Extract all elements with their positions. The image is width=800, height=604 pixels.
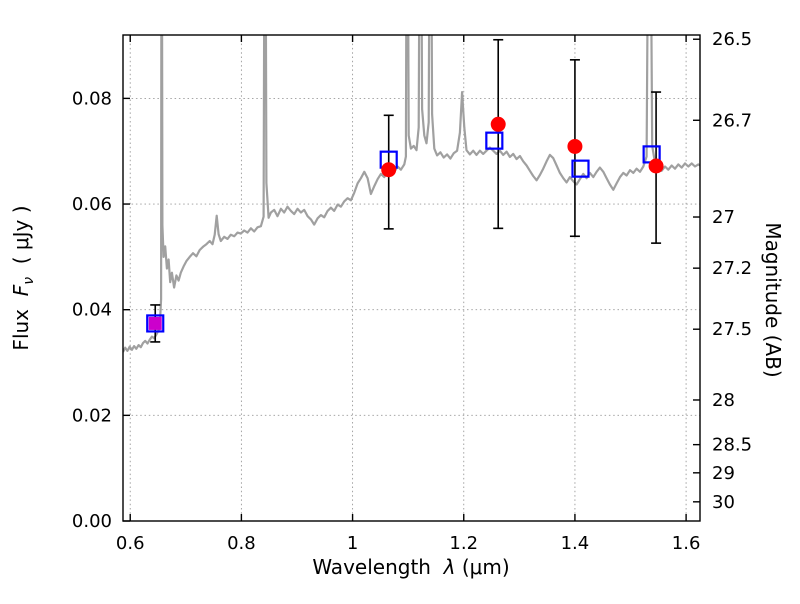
y-tick-label: 0.00 xyxy=(72,511,112,532)
x-tick-label: 0.8 xyxy=(227,533,256,554)
tick-labels: 0.6 0.8 1 1.2 1.4 1.6 0.00 0.02 0.04 0.06 0.08 26.5… xyxy=(72,29,752,554)
y2-tick-label: 27 xyxy=(712,207,735,228)
y-tick-label: 0.02 xyxy=(72,405,112,426)
grid-lines xyxy=(123,35,700,521)
y2-axis-label: Magnitude (AB) xyxy=(761,222,785,377)
plot-area: 0.6 0.8 1 1.2 1.4 1.6 0.00 0.02 0.04 0.06 0.08 26.5… xyxy=(72,29,752,554)
spectrum-line xyxy=(123,35,700,353)
y-tick-label: 0.04 xyxy=(72,300,112,321)
x-tick-label: 1.4 xyxy=(561,533,590,554)
y-tick-label: 0.06 xyxy=(72,194,112,215)
y2-tick-label: 27.5 xyxy=(712,319,752,340)
x-axis-label: Wavelength λ (μm) xyxy=(312,555,509,579)
y2-tick-label: 29 xyxy=(712,463,735,484)
x-tick-label: 1 xyxy=(347,533,358,554)
observed-photometry-point xyxy=(648,158,664,174)
y2-tick-label: 30 xyxy=(712,492,735,513)
model-photometry-point xyxy=(485,131,504,150)
y-axis-label: Flux Fν ( μJy ) xyxy=(9,205,37,350)
observed-photometry-point xyxy=(381,162,397,178)
model-photometry-point xyxy=(146,314,165,333)
y2-tick-label: 26.5 xyxy=(712,29,752,50)
y2-tick-label: 27.2 xyxy=(712,258,752,279)
model-photometry-point xyxy=(571,159,590,178)
observed-photometry-point xyxy=(490,116,506,132)
x-tick-label: 1.6 xyxy=(672,533,701,554)
y2-tick-label: 28 xyxy=(712,390,735,411)
x-tick-label: 0.6 xyxy=(116,533,145,554)
axes-frame xyxy=(122,34,701,522)
x-tick-label: 1.2 xyxy=(449,533,478,554)
observed-photometry-point xyxy=(148,316,162,330)
y-tick-label: 0.08 xyxy=(72,88,112,109)
observed-photometry-point xyxy=(567,138,583,154)
y2-tick-label: 26.7 xyxy=(712,110,752,131)
y2-tick-label: 28.5 xyxy=(712,435,752,456)
tick-marks xyxy=(123,35,700,522)
